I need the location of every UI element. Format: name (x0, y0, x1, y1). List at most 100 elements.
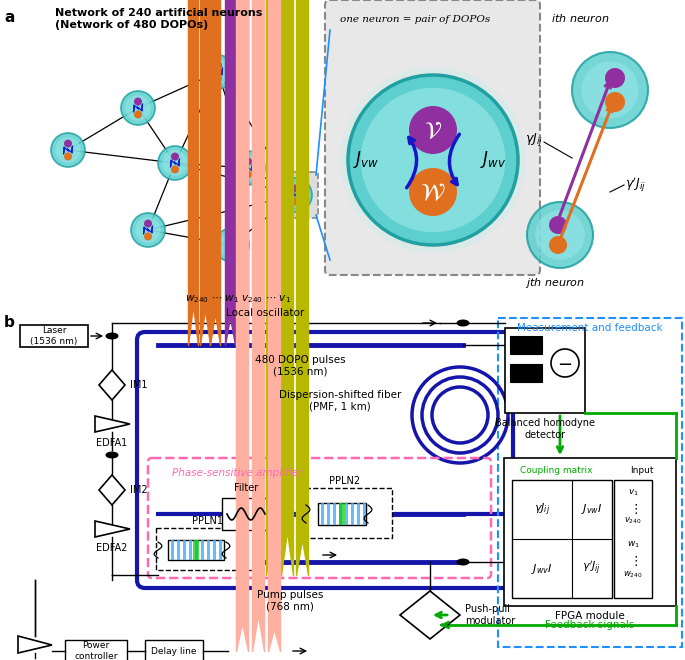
Circle shape (361, 88, 506, 232)
Circle shape (213, 67, 223, 77)
Circle shape (240, 161, 256, 176)
Circle shape (228, 234, 236, 242)
Text: IM2: IM2 (130, 485, 148, 495)
Bar (20, 325, 88, 347)
Circle shape (409, 106, 457, 154)
Circle shape (214, 61, 222, 69)
Circle shape (225, 238, 239, 252)
Circle shape (549, 236, 567, 254)
Text: Input: Input (630, 466, 653, 475)
Circle shape (211, 65, 225, 79)
Text: Laser
(1536 nm): Laser (1536 nm) (30, 326, 77, 346)
Circle shape (285, 185, 305, 205)
Circle shape (229, 243, 234, 248)
Text: $\gamma' J_{ij}$: $\gamma' J_{ij}$ (582, 560, 601, 578)
Circle shape (134, 110, 142, 118)
Bar (65, 640, 127, 660)
Circle shape (215, 228, 249, 262)
Circle shape (53, 135, 83, 164)
Circle shape (133, 103, 143, 113)
Bar (219, 540, 222, 560)
Text: EDFA2: EDFA2 (97, 543, 127, 553)
Circle shape (278, 178, 312, 212)
Text: 480 DOPO pulses
(1536 nm): 480 DOPO pulses (1536 nm) (255, 355, 345, 377)
Text: $i$th neuron: $i$th neuron (551, 12, 610, 24)
Circle shape (217, 230, 247, 259)
Circle shape (206, 59, 231, 84)
Text: Feedback signals: Feedback signals (545, 620, 635, 630)
Text: $J_{wv}$: $J_{wv}$ (480, 150, 506, 170)
Circle shape (51, 133, 85, 167)
Circle shape (231, 151, 265, 185)
Text: Measurement and feedback: Measurement and feedback (517, 323, 663, 333)
Circle shape (244, 170, 252, 178)
Circle shape (280, 180, 310, 210)
Bar (339, 503, 342, 525)
Circle shape (131, 213, 165, 247)
Circle shape (201, 55, 235, 89)
Circle shape (572, 52, 648, 128)
FancyBboxPatch shape (325, 0, 540, 275)
Bar (171, 540, 174, 560)
Ellipse shape (456, 558, 469, 566)
Text: b: b (4, 315, 15, 330)
Circle shape (206, 60, 230, 84)
Circle shape (231, 151, 265, 185)
Circle shape (121, 91, 155, 125)
Circle shape (235, 155, 261, 181)
Circle shape (140, 222, 155, 238)
Circle shape (340, 67, 526, 253)
Circle shape (55, 137, 81, 163)
Bar (327, 503, 330, 525)
Bar (168, 540, 224, 560)
Bar (510, 364, 542, 382)
Polygon shape (95, 416, 130, 432)
Text: $w_1$: $w_1$ (627, 540, 639, 550)
Bar (207, 540, 210, 560)
Bar (357, 503, 360, 525)
Polygon shape (99, 475, 125, 505)
Circle shape (123, 94, 153, 123)
Text: PPLN1: PPLN1 (192, 516, 223, 526)
Text: Power
controller: Power controller (74, 642, 118, 660)
Text: Filter: Filter (234, 483, 258, 493)
Circle shape (214, 75, 222, 82)
Circle shape (291, 197, 299, 205)
Circle shape (168, 156, 182, 170)
Text: Network of 240 artificial neurons: Network of 240 artificial neurons (55, 8, 262, 18)
FancyBboxPatch shape (156, 528, 260, 570)
Circle shape (138, 220, 158, 240)
Circle shape (135, 217, 161, 243)
Ellipse shape (456, 319, 469, 327)
Bar (321, 503, 324, 525)
Circle shape (203, 57, 233, 86)
Text: $w_{240}\ \cdots\ w_1\ v_{240}\ \cdots\ v_1$: $w_{240}\ \cdots\ w_1\ v_{240}\ \cdots\ … (185, 293, 291, 305)
Circle shape (146, 228, 151, 232)
Bar (333, 503, 336, 525)
Circle shape (605, 92, 625, 112)
Circle shape (223, 235, 242, 255)
Bar (222, 498, 270, 530)
Circle shape (61, 143, 75, 157)
Circle shape (549, 216, 567, 234)
Circle shape (158, 146, 192, 180)
Circle shape (215, 228, 249, 262)
Text: Balanced homodyne
detector: Balanced homodyne detector (495, 418, 595, 440)
Polygon shape (18, 636, 52, 653)
Circle shape (56, 138, 80, 162)
Circle shape (162, 150, 188, 176)
Bar (512, 480, 612, 598)
Circle shape (282, 182, 308, 208)
Circle shape (292, 193, 297, 197)
FancyBboxPatch shape (272, 172, 318, 218)
Circle shape (409, 168, 457, 216)
Circle shape (171, 166, 179, 174)
Circle shape (121, 91, 155, 125)
Ellipse shape (105, 451, 119, 459)
Circle shape (126, 96, 150, 120)
Text: $J_{wv}I$: $J_{wv}I$ (532, 562, 553, 576)
Circle shape (144, 220, 152, 228)
Bar (201, 540, 204, 560)
Circle shape (131, 213, 165, 247)
Bar (189, 540, 192, 560)
